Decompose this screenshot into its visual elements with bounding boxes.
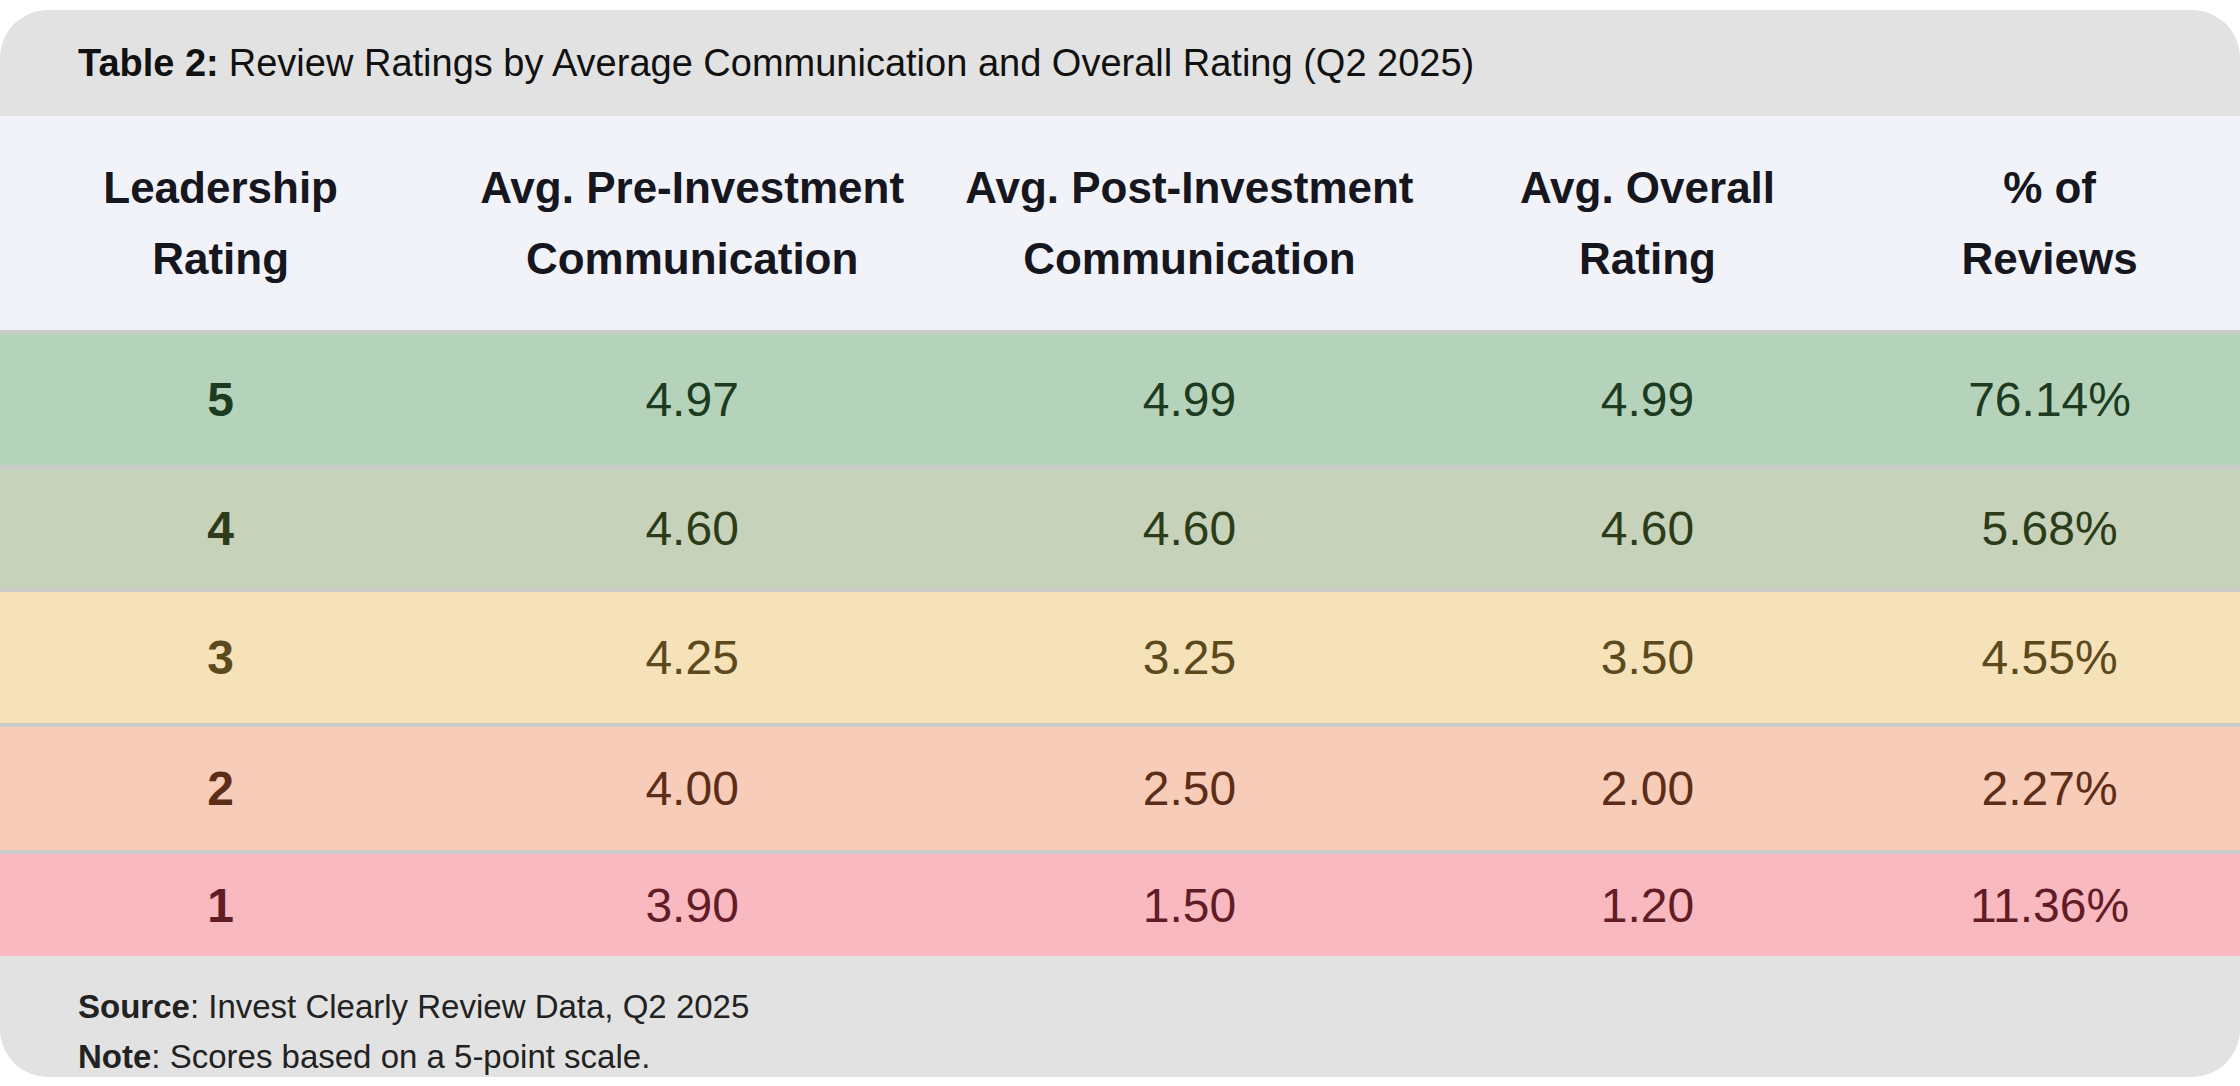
note-text: : Scores based on a 5-point scale. (151, 1038, 650, 1075)
header-cell-post-investment-communication: Avg. Post-Investment Communication (943, 152, 1436, 295)
cell-percent-of-reviews: 11.36% (1859, 878, 2240, 933)
cell-pre-investment: 4.00 (441, 761, 943, 816)
cell-post-investment: 3.25 (943, 630, 1436, 685)
cell-pre-investment: 4.97 (441, 372, 943, 427)
cell-overall-rating: 3.50 (1436, 630, 1859, 685)
cell-percent-of-reviews: 4.55% (1859, 630, 2240, 685)
cell-percent-of-reviews: 5.68% (1859, 501, 2240, 556)
cell-leadership-rating: 3 (0, 630, 441, 685)
table-title-label: Table 2: (78, 42, 219, 85)
header-cell-leadership-rating: Leadership Rating (0, 152, 441, 295)
cell-pre-investment: 4.25 (441, 630, 943, 685)
cell-leadership-rating: 4 (0, 501, 441, 556)
header-cell-percent-of-reviews: % of Reviews (1859, 152, 2240, 295)
source-text: : Invest Clearly Review Data, Q2 2025 (190, 988, 749, 1025)
cell-overall-rating: 1.20 (1436, 878, 1859, 933)
table-row-rating-2: 2 4.00 2.50 2.00 2.27% (0, 723, 2240, 850)
cell-overall-rating: 2.00 (1436, 761, 1859, 816)
table-card: Table 2: Review Ratings by Average Commu… (0, 10, 2240, 1077)
source-line: Source: Invest Clearly Review Data, Q2 2… (78, 982, 2162, 1032)
cell-leadership-rating: 2 (0, 761, 441, 816)
cell-leadership-rating: 1 (0, 878, 441, 933)
table-footer: Source: Invest Clearly Review Data, Q2 2… (0, 956, 2240, 1077)
table-title-bar: Table 2: Review Ratings by Average Commu… (0, 10, 2240, 116)
cell-post-investment: 4.99 (943, 372, 1436, 427)
table-header-row: Leadership Rating Avg. Pre-Investment Co… (0, 116, 2240, 330)
cell-post-investment: 2.50 (943, 761, 1436, 816)
source-label: Source (78, 988, 190, 1025)
table-row-rating-1: 1 3.90 1.50 1.20 11.36% (0, 850, 2240, 956)
table-row-rating-5: 5 4.97 4.99 4.99 76.14% (0, 330, 2240, 465)
note-line: Note: Scores based on a 5-point scale. (78, 1032, 2162, 1078)
table-title-text: Review Ratings by Average Communication … (229, 42, 1474, 85)
header-cell-overall-rating: Avg. Overall Rating (1436, 152, 1859, 295)
cell-pre-investment: 4.60 (441, 501, 943, 556)
cell-percent-of-reviews: 2.27% (1859, 761, 2240, 816)
cell-post-investment: 4.60 (943, 501, 1436, 556)
header-cell-pre-investment-communication: Avg. Pre-Investment Communication (441, 152, 943, 295)
cell-pre-investment: 3.90 (441, 878, 943, 933)
cell-overall-rating: 4.60 (1436, 501, 1859, 556)
note-label: Note (78, 1038, 151, 1075)
cell-overall-rating: 4.99 (1436, 372, 1859, 427)
cell-post-investment: 1.50 (943, 878, 1436, 933)
cell-leadership-rating: 5 (0, 372, 441, 427)
table-row-rating-3: 3 4.25 3.25 3.50 4.55% (0, 588, 2240, 723)
table-row-rating-4: 4 4.60 4.60 4.60 5.68% (0, 465, 2240, 588)
cell-percent-of-reviews: 76.14% (1859, 372, 2240, 427)
